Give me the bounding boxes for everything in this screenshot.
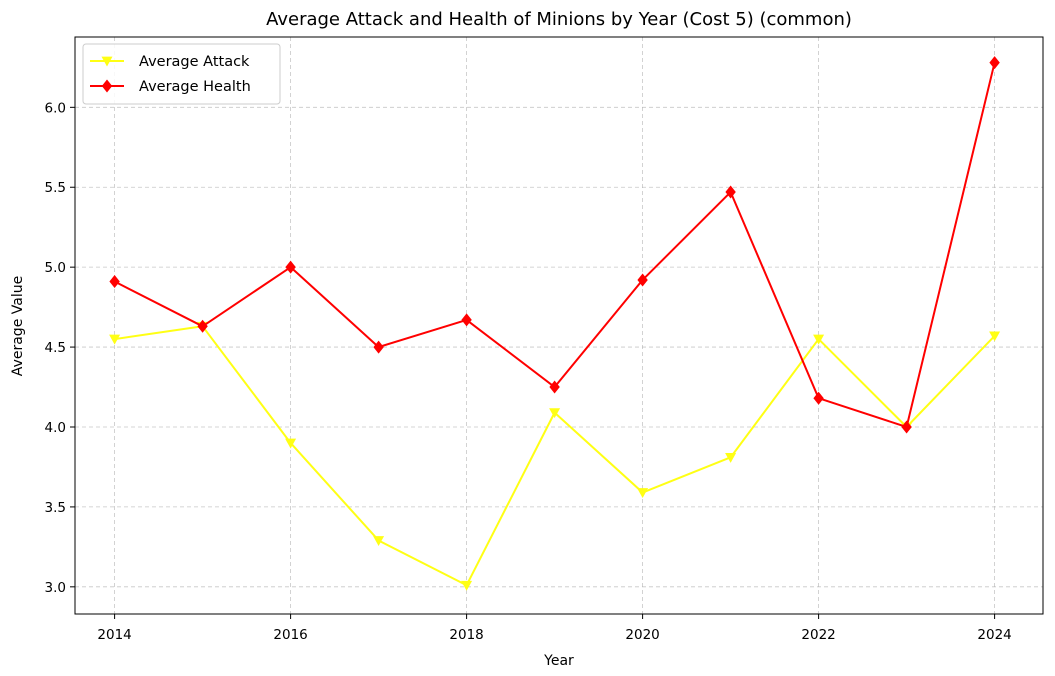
data-point-diamond (461, 313, 472, 327)
data-point-diamond (637, 273, 648, 287)
x-axis-label: Year (543, 653, 574, 669)
y-tick-label: 6.0 (45, 100, 66, 116)
plot-frame (74, 36, 1044, 615)
x-tick-label: 2022 (801, 627, 835, 643)
data-point-diamond (989, 56, 1000, 70)
series-line (114, 325, 996, 587)
chart-title: Average Attack and Health of Minions by … (266, 9, 852, 30)
y-tick-label: 4.0 (45, 420, 66, 436)
legend: Average Attack Average Health (82, 43, 281, 105)
data-point-diamond (101, 79, 113, 93)
x-tick-label: 2018 (449, 627, 483, 643)
grid (75, 37, 1043, 614)
data-point-diamond (901, 420, 912, 434)
series-average-health (109, 56, 1000, 434)
y-tick-label: 3.0 (45, 580, 66, 596)
data-point-triangle (373, 536, 385, 546)
data-point-diamond (197, 319, 208, 333)
legend-box (82, 43, 281, 105)
data-point-diamond (373, 340, 384, 354)
data-point-triangle (637, 488, 649, 499)
legend-label: Average Health (139, 79, 251, 95)
series-line (114, 62, 996, 428)
data-point-diamond (813, 391, 824, 405)
x-tick-label: 2020 (625, 627, 659, 643)
series-layer (109, 56, 1001, 591)
data-point-triangle (725, 452, 737, 463)
x-tick-label: 2024 (977, 627, 1011, 643)
data-point-triangle (461, 580, 473, 591)
x-tick-label: 2014 (97, 627, 131, 643)
data-point-triangle (285, 438, 297, 449)
data-point-diamond (109, 275, 120, 289)
y-tick-label: 3.5 (45, 500, 66, 516)
data-point-diamond (725, 185, 736, 199)
data-point-diamond (549, 380, 560, 394)
data-point-triangle (549, 408, 561, 419)
data-point-triangle (813, 334, 825, 345)
data-point-triangle (989, 331, 1001, 342)
y-axis-label: Average Value (10, 276, 26, 376)
series-average-attack (109, 321, 1001, 591)
y-tick-label: 5.5 (45, 180, 66, 196)
legend-label: Average Attack (139, 54, 250, 70)
y-tick-label: 5.0 (45, 260, 66, 276)
data-point-diamond (285, 260, 296, 274)
data-point-triangle (101, 56, 113, 67)
y-tick-label: 4.5 (45, 340, 66, 356)
data-point-triangle (109, 334, 121, 345)
x-tick-label: 2016 (273, 627, 307, 643)
ticks: 2014 2016 2018 2020 2022 2024 3.0 3.5 4.0 4.5 5.0 5… (45, 100, 1012, 643)
